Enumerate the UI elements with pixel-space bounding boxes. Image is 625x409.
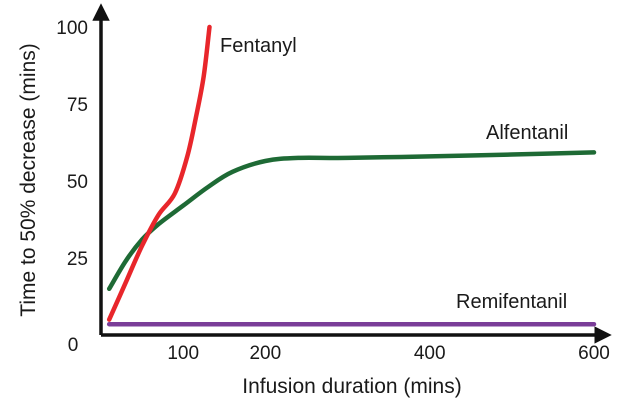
- x-tick-label: 100: [167, 343, 199, 364]
- series-line-alfentanil: [106, 150, 597, 292]
- series-label-remifentanil: Remifentanil: [456, 291, 567, 313]
- y-tick-label: 100: [56, 18, 88, 39]
- x-axis-title: Infusion duration (mins): [242, 375, 461, 398]
- y-axis-title: Time to 50% decrease (mins): [17, 43, 40, 316]
- y-tick-label: 50: [67, 172, 88, 193]
- y-tick-label: 75: [67, 95, 88, 116]
- x-tick-label: 400: [414, 343, 446, 364]
- x-tick-label: 600: [578, 343, 610, 364]
- series-label-fentanyl: Fentanyl: [220, 35, 297, 57]
- series-line-fentanyl: [106, 24, 212, 322]
- series-label-alfentanil: Alfentanil: [486, 122, 568, 144]
- tick-layer: 100 200 400 600 25 50 75 100: [56, 18, 610, 364]
- x-tick-label: 200: [249, 343, 281, 364]
- series-layer: [106, 24, 597, 327]
- origin-label: 0: [68, 335, 79, 356]
- y-tick-label: 25: [67, 249, 88, 270]
